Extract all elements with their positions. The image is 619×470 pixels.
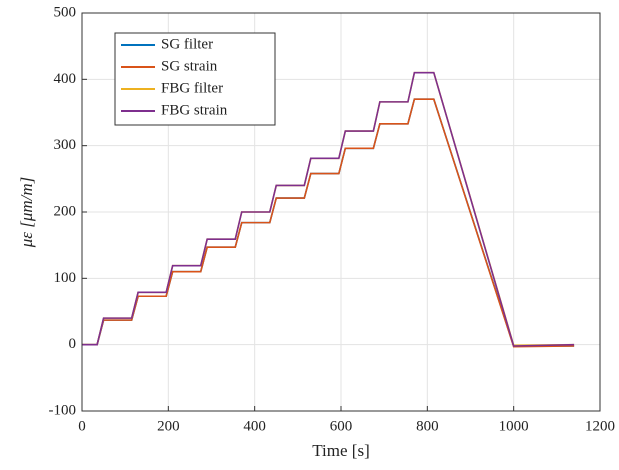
x-tick-label: 600 [330,418,353,434]
x-tick-label: 800 [416,418,439,434]
series-line [82,71,575,347]
y-tick-label: 300 [54,137,77,153]
y-tick-label: -100 [49,402,77,418]
legend-label: SG strain [161,58,218,74]
plot-frame [81,12,601,412]
legend-label: SG filter [161,36,213,52]
y-tick-label: 200 [54,203,77,219]
x-tick-label: 400 [243,418,266,434]
x-tick-label: 1200 [585,418,615,434]
y-tick-label: 500 [54,4,77,20]
y-tick-label: 400 [54,71,77,87]
legend-label: FBG strain [161,102,228,118]
x-axis-label: Time [s] [312,441,369,460]
legend-label: FBG filter [161,80,223,96]
x-tick-label: 200 [157,418,180,434]
x-tick-label: 0 [78,418,86,434]
y-axis-label: με [μm/m] [17,177,36,249]
x-tick-label: 1000 [499,418,529,434]
y-tick-label: 0 [69,336,77,352]
legend-box [114,32,276,126]
y-tick-label: 100 [54,270,77,286]
series-line [82,98,575,348]
